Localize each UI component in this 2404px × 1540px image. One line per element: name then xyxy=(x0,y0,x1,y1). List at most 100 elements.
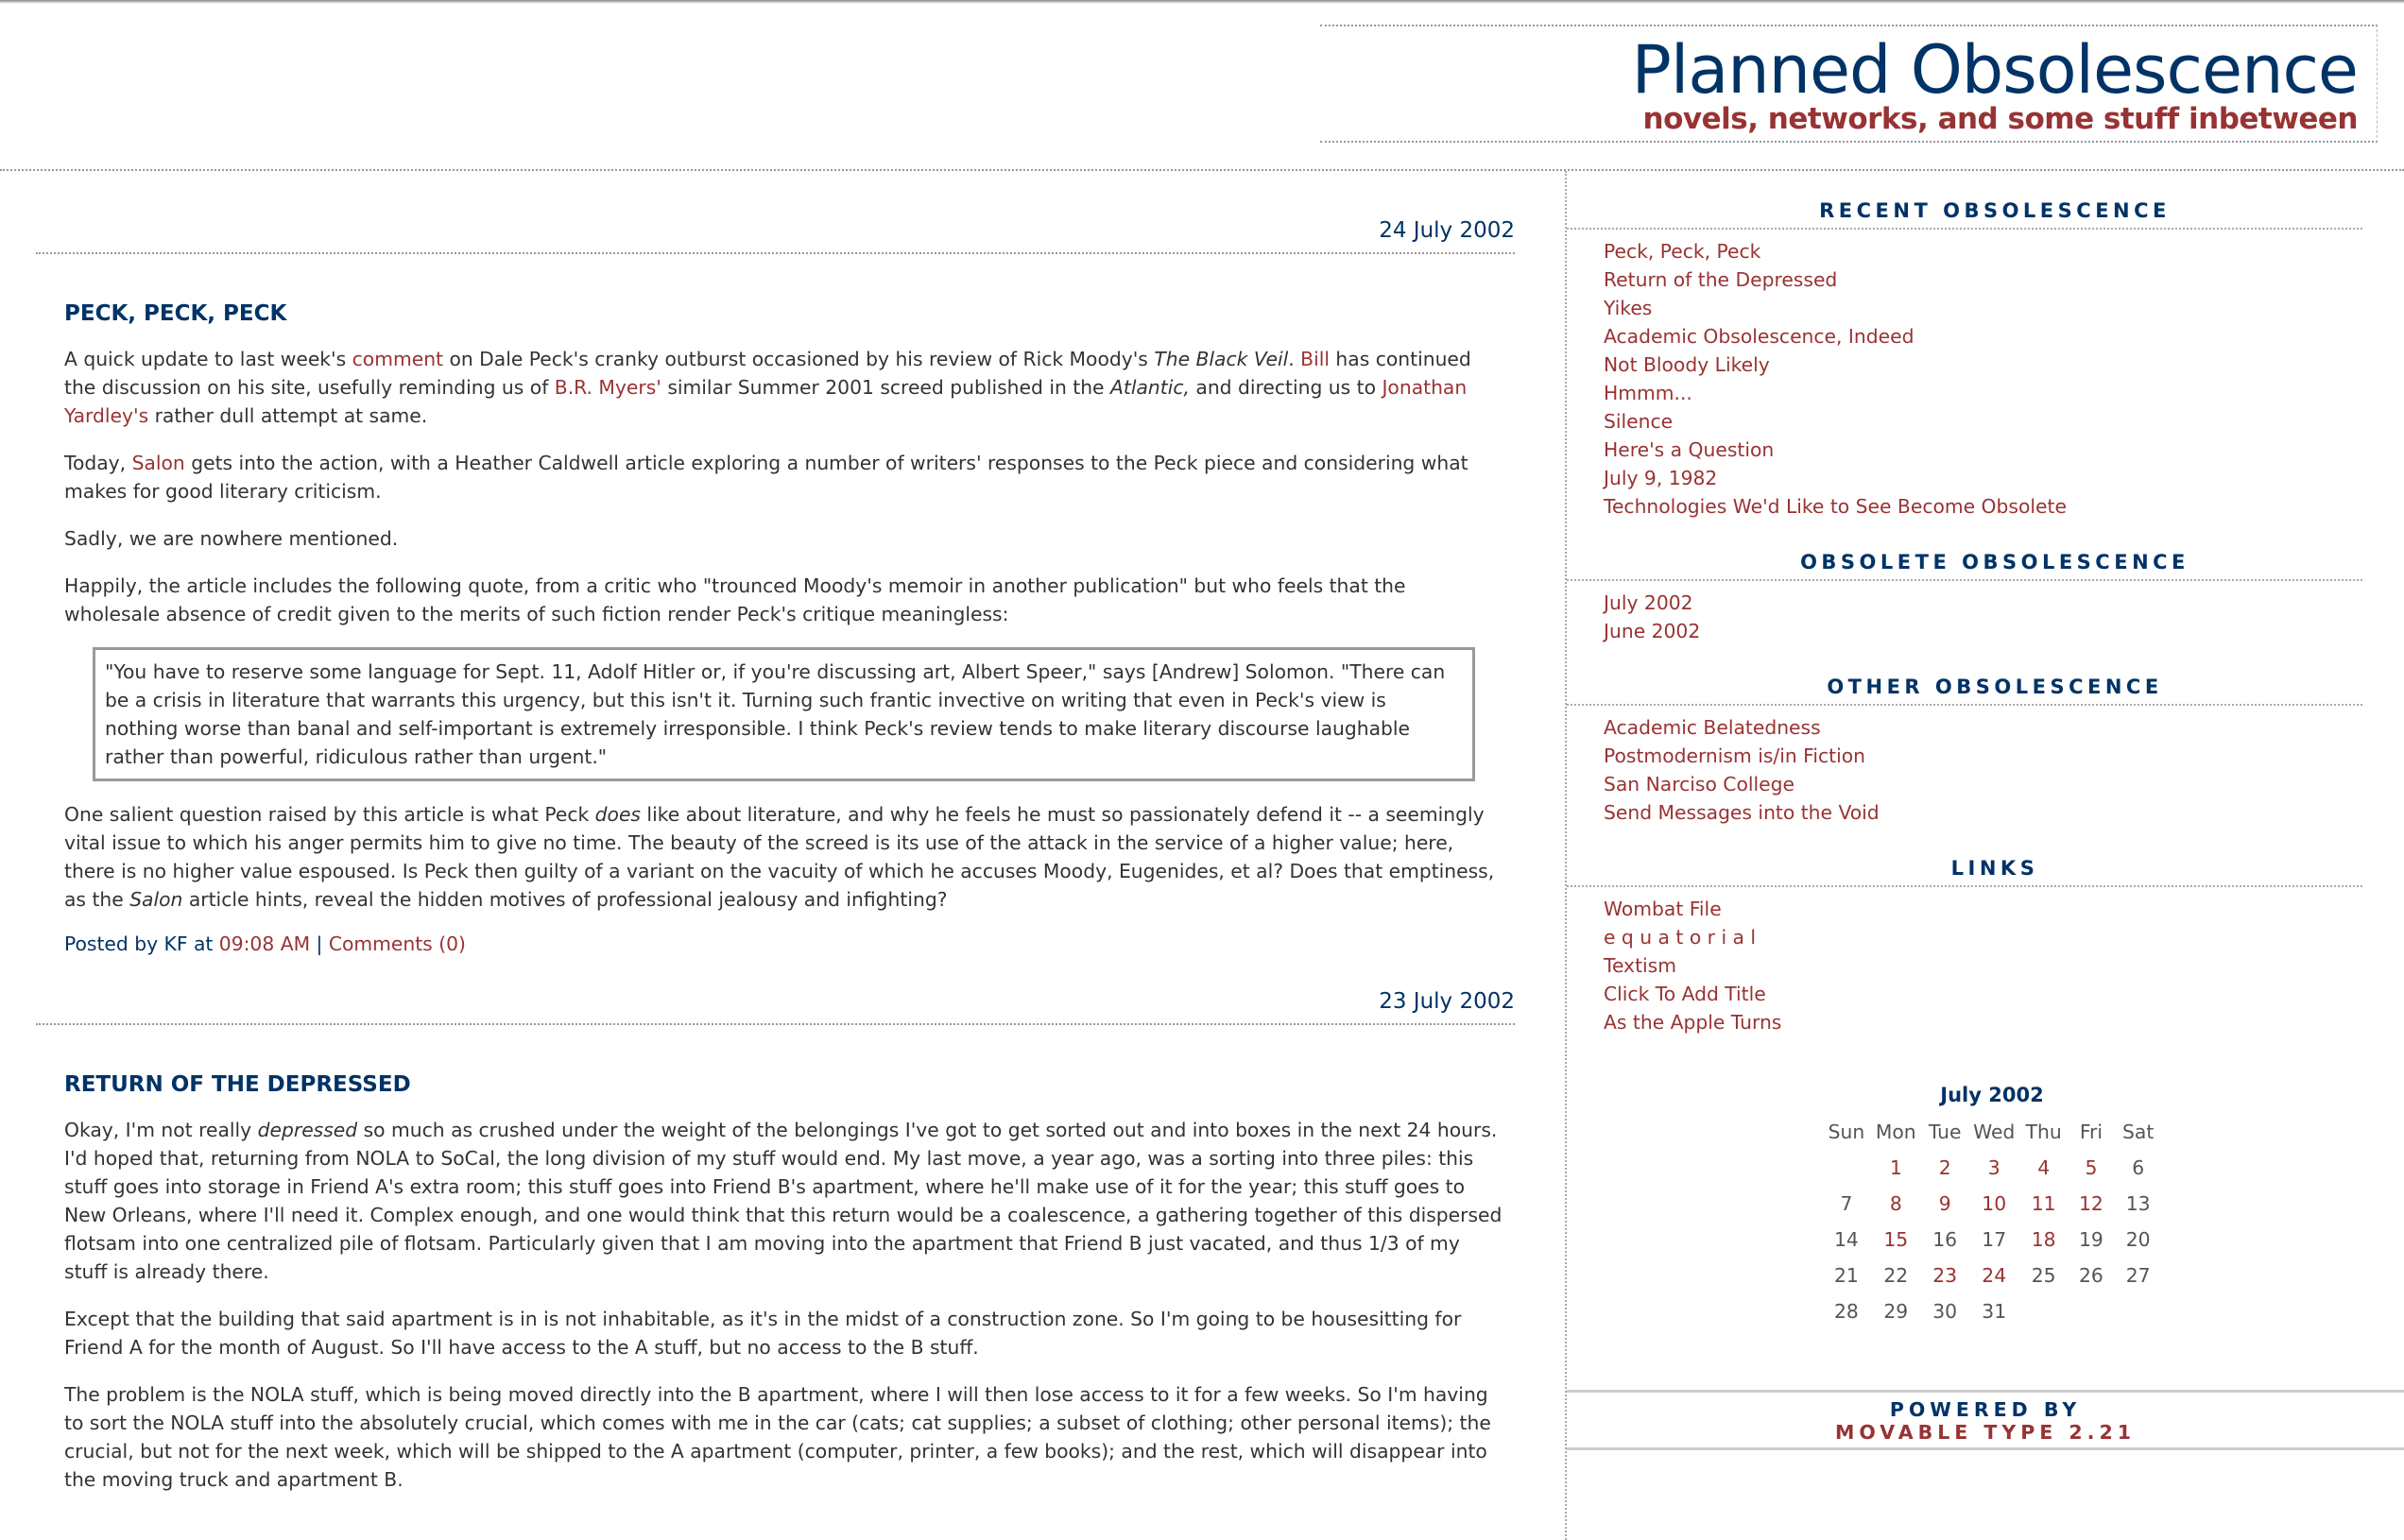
calendar-week: 21 22 23 24 25 26 27 xyxy=(1822,1258,2162,1293)
post: 23 July 2002 RETURN OF THE DEPRESSED Oka… xyxy=(0,989,1564,1494)
sidebar-heading: LINKS xyxy=(1950,857,2039,880)
sidebar-heading: RECENT OBSOLESCENCE xyxy=(1819,199,2171,222)
inline-link[interactable]: Jonathan Yardley's xyxy=(64,376,1468,427)
calendar-cell: 13 xyxy=(2114,1186,2162,1222)
calendar-day-link[interactable]: 4 xyxy=(2037,1156,2051,1179)
calendar-day-link[interactable]: 2 xyxy=(1938,1156,1951,1179)
post-title: RETURN OF THE DEPRESSED xyxy=(64,1072,411,1097)
blockquote: "You have to reserve some language for S… xyxy=(93,647,1475,781)
calendar-day-link[interactable]: 15 xyxy=(1883,1228,1909,1251)
sidebar-link[interactable]: Wombat File xyxy=(1604,898,1722,920)
comments-link[interactable]: Comments (0) xyxy=(328,933,466,955)
powered-by-label: POWERED BY xyxy=(1889,1398,2082,1421)
calendar-day: 13 xyxy=(2125,1192,2151,1215)
calendar-cell: 24 xyxy=(1969,1258,2019,1293)
calendar-cell: 31 xyxy=(1969,1293,2019,1329)
inline-link[interactable]: Bill xyxy=(1300,348,1330,370)
sidebar-link[interactable]: e q u a t o r i a l xyxy=(1604,926,1757,949)
main-column: 24 July 2002 PECK, PECK, PECK A quick up… xyxy=(0,171,1564,1513)
text: gets into the action, with a Heather Cal… xyxy=(64,452,1468,503)
sidebar-link[interactable]: July 9, 1982 xyxy=(1604,467,1718,489)
calendar-day-link[interactable]: 8 xyxy=(1889,1192,1902,1215)
text: article hints, reveal the hidden motives… xyxy=(182,888,948,911)
sidebar-link[interactable]: Yikes xyxy=(1604,297,1653,319)
calendar-day: 14 xyxy=(1834,1228,1859,1251)
text: like about literature, and why he feels … xyxy=(64,803,1495,911)
sidebar-link[interactable]: Academic Belatedness xyxy=(1604,716,1821,739)
calendar-day: 7 xyxy=(1840,1192,1853,1215)
permalink-time[interactable]: 09:08 AM xyxy=(218,933,311,955)
calendar-day: 29 xyxy=(1883,1300,1909,1323)
sidebar-link[interactable]: July 2002 xyxy=(1604,591,1693,614)
sidebar-link[interactable]: Return of the Depressed xyxy=(1604,268,1838,291)
sidebar-link[interactable]: Silence xyxy=(1604,410,1674,433)
divider xyxy=(1567,704,2362,706)
calendar-cell: 16 xyxy=(1921,1222,1969,1258)
calendar-cell: 5 xyxy=(2069,1150,2115,1186)
calendar-day-link[interactable]: 9 xyxy=(1938,1192,1951,1215)
text: Except that the building that said apart… xyxy=(64,1308,1462,1359)
weekday-header: Thu xyxy=(2025,1121,2062,1143)
sidebar-link[interactable]: Peck, Peck, Peck xyxy=(1604,240,1761,263)
calendar-day-link[interactable]: 12 xyxy=(2079,1192,2104,1215)
calendar-day: 31 xyxy=(1982,1300,2007,1323)
calendar-week: 7 8 9 10 11 12 13 xyxy=(1822,1186,2162,1222)
sidebar-link[interactable]: Textism xyxy=(1604,954,1676,977)
sidebar-link[interactable]: Here's a Question xyxy=(1604,438,1775,461)
movable-type-link[interactable]: MOVABLE TYPE 2.21 xyxy=(1834,1421,2137,1444)
site-banner: Planned Obsolescence novels, networks, a… xyxy=(1320,25,2378,143)
sidebar-link[interactable]: As the Apple Turns xyxy=(1604,1011,1782,1034)
calendar-day-link[interactable]: 1 xyxy=(1889,1156,1902,1179)
calendar-cell: 28 xyxy=(1822,1293,1871,1329)
text: . xyxy=(1288,348,1301,370)
calendar-week: 14 15 16 17 18 19 20 xyxy=(1822,1222,2162,1258)
header-divider xyxy=(0,169,2404,171)
calendar-day-link[interactable]: 24 xyxy=(1982,1264,2007,1287)
sidebar-link[interactable]: San Narciso College xyxy=(1604,773,1794,796)
sidebar-heading: OBSOLETE OBSOLESCENCE xyxy=(1800,551,2189,573)
weekday-header: Mon xyxy=(1875,1121,1916,1143)
calendar-cell: 29 xyxy=(1871,1293,1921,1329)
paragraph: One salient question raised by this arti… xyxy=(64,800,1507,914)
calendar: July 2002 Sun Mon Tue Wed Thu Fri Sat 1 2 3 4 5 6 7 8 9… xyxy=(1822,1084,2162,1329)
sidebar-link[interactable]: Not Bloody Likely xyxy=(1604,353,1770,376)
inline-link[interactable]: comment xyxy=(352,348,444,370)
text: has continued the discussion on his site… xyxy=(64,348,1471,399)
inline-link[interactable]: Salon xyxy=(131,452,185,474)
calendar-cell: 30 xyxy=(1921,1293,1969,1329)
calendar-day-link[interactable]: 5 xyxy=(2085,1156,2098,1179)
sidebar-link[interactable]: Click To Add Title xyxy=(1604,983,1766,1005)
calendar-day-link[interactable]: 3 xyxy=(1987,1156,2000,1179)
sidebar-link[interactable]: Postmodernism is/in Fiction xyxy=(1604,744,1865,767)
sidebar-link[interactable]: Technologies We'd Like to See Become Obs… xyxy=(1604,495,2067,518)
calendar-cell xyxy=(1822,1150,1871,1186)
sidebar-list: Peck, Peck, Peck Return of the Depressed Y… xyxy=(1567,237,2404,521)
sidebar-link[interactable]: June 2002 xyxy=(1604,620,1701,642)
post-footer: Posted by KF at 09:08 AM | Comments (0) xyxy=(64,933,1507,955)
weekday-header: Tue xyxy=(1928,1121,1962,1143)
emphasis: Salon xyxy=(129,888,183,911)
sidebar-link[interactable]: Hmmm... xyxy=(1604,382,1692,404)
calendar-day-link[interactable]: 10 xyxy=(1982,1192,2007,1215)
calendar-day-link[interactable]: 23 xyxy=(1932,1264,1958,1287)
calendar-day: 16 xyxy=(1932,1228,1958,1251)
calendar-cell: 27 xyxy=(2114,1258,2162,1293)
site-title[interactable]: Planned Obsolescence xyxy=(1631,31,2359,109)
paragraph: A quick update to last week's comment on… xyxy=(64,345,1507,430)
weekday-header: Sat xyxy=(2122,1121,2155,1143)
text: on Dale Peck's cranky outburst occasione… xyxy=(443,348,1155,370)
inline-link[interactable]: B.R. Myers' xyxy=(554,376,661,399)
post-body-continued: One salient question raised by this arti… xyxy=(64,800,1507,914)
post-date: 24 July 2002 xyxy=(36,218,1515,254)
sidebar-link[interactable]: Academic Obsolescence, Indeed xyxy=(1604,325,1915,348)
emphasis: does xyxy=(594,803,641,826)
window-top-edge xyxy=(0,0,2404,4)
calendar-day: 17 xyxy=(1982,1228,2007,1251)
powered-by: POWERED BY MOVABLE TYPE 2.21 xyxy=(1567,1390,2404,1450)
calendar-day-link[interactable]: 18 xyxy=(2031,1228,2056,1251)
divider xyxy=(1567,579,2362,581)
calendar-day-link[interactable]: 11 xyxy=(2031,1192,2056,1215)
sidebar-link[interactable]: Send Messages into the Void xyxy=(1604,801,1880,824)
emphasis: The Black Veil xyxy=(1154,348,1289,370)
sidebar-heading: OTHER OBSOLESCENCE xyxy=(1827,676,2163,698)
